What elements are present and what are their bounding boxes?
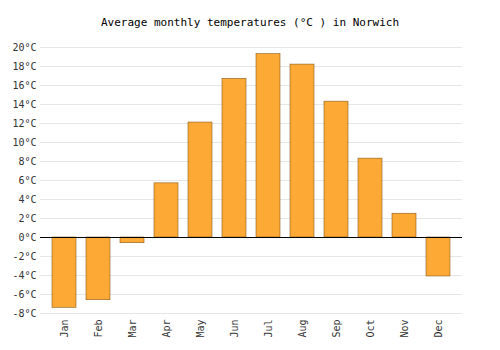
svg-text:10°C: 10°C (12, 137, 36, 148)
svg-text:20°C: 20°C (12, 42, 36, 53)
svg-text:-4°C: -4°C (12, 270, 36, 281)
svg-text:Sep: Sep (331, 320, 342, 338)
html-text:Average monthly temperatures (: Average monthly temperatures (°C ) in No… (101, 16, 399, 29)
svg-text:Apr: Apr (161, 320, 172, 338)
svg-text:Jul: Jul (263, 320, 274, 338)
svg-text:Oct: Oct (365, 320, 376, 338)
svg-text:18°C: 18°C (12, 61, 36, 72)
svg-text:-8°C: -8°C (12, 308, 36, 319)
svg-text:Feb: Feb (93, 320, 104, 338)
svg-text:14°C: 14°C (12, 99, 36, 110)
svg-text:Nov: Nov (399, 320, 410, 338)
svg-text:-6°C: -6°C (12, 289, 36, 300)
svg-text:Jan: Jan (59, 320, 70, 338)
svg-text:2°C: 2°C (18, 213, 36, 224)
svg-text:6°C: 6°C (18, 175, 36, 186)
svg-text:Dec: Dec (433, 320, 444, 338)
svg-text:May: May (195, 320, 206, 338)
svg-text:Jun: Jun (229, 320, 240, 338)
svg-text:Mar: Mar (127, 320, 138, 338)
svg-text:12°C: 12°C (12, 118, 36, 129)
svg-text:Aug: Aug (297, 320, 308, 338)
svg-text:4°C: 4°C (18, 194, 36, 205)
svg-text:8°C: 8°C (18, 156, 36, 167)
svg-text:0°C: 0°C (18, 232, 36, 243)
svg-text:-2°C: -2°C (12, 251, 36, 262)
svg-text:16°C: 16°C (12, 80, 36, 91)
